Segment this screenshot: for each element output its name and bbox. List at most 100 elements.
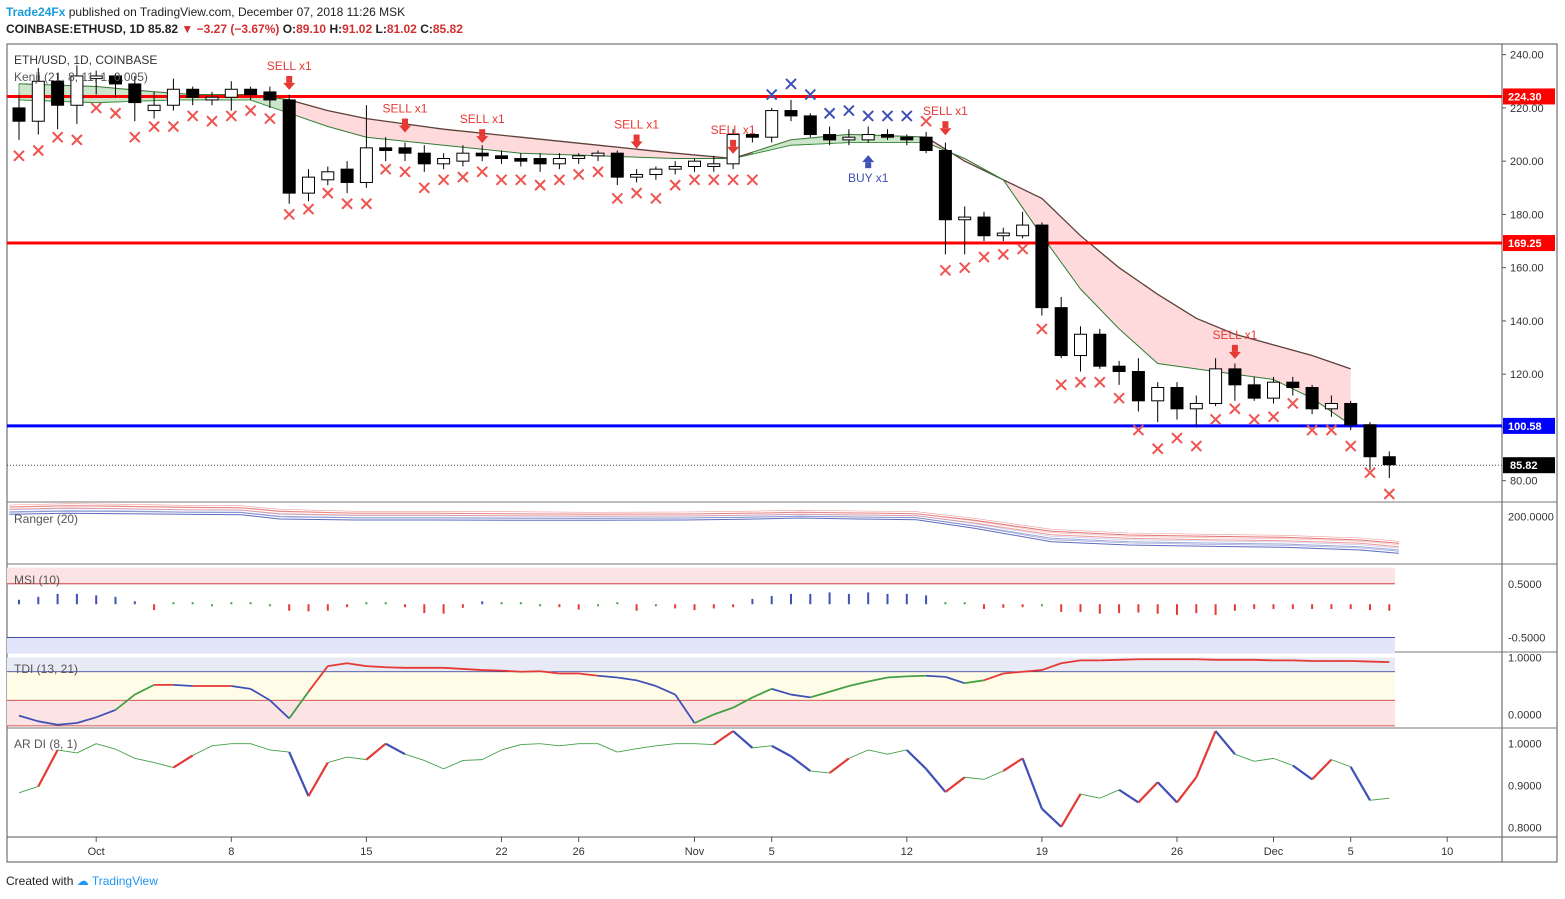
ardi-line — [1021, 757, 1043, 810]
candle[interactable] — [12, 94, 26, 140]
candle[interactable] — [89, 70, 103, 95]
candle[interactable] — [591, 150, 605, 162]
candle[interactable] — [1228, 363, 1242, 401]
ardi-line — [1273, 757, 1293, 766]
candle[interactable] — [1305, 384, 1319, 415]
ardi-line — [828, 757, 850, 774]
candle[interactable] — [610, 150, 624, 186]
candle-body — [765, 110, 779, 138]
candle[interactable] — [919, 131, 933, 154]
candle[interactable] — [1209, 358, 1223, 407]
ardi-line — [501, 744, 521, 751]
candle[interactable] — [417, 145, 431, 172]
candle[interactable] — [224, 81, 238, 111]
candle[interactable] — [205, 91, 219, 106]
candle[interactable] — [359, 105, 373, 188]
candle[interactable] — [1093, 328, 1107, 369]
price-tick-label: 120.00 — [1510, 369, 1544, 381]
candle-body — [842, 136, 856, 141]
symbol-name[interactable]: COINBASE:ETHUSD, 1D — [6, 22, 145, 36]
low-label: L: — [375, 22, 387, 36]
candle[interactable] — [1344, 400, 1358, 431]
candle[interactable] — [70, 65, 84, 124]
stop-marker-red — [1113, 392, 1125, 404]
candle[interactable] — [881, 129, 894, 140]
candle[interactable] — [186, 86, 200, 106]
candle[interactable] — [31, 67, 45, 135]
candle[interactable] — [495, 150, 508, 164]
ardi-line — [694, 743, 714, 745]
candle[interactable] — [109, 73, 122, 98]
candle-body — [881, 134, 894, 138]
candle[interactable] — [147, 91, 161, 119]
candle[interactable] — [1131, 358, 1145, 412]
candle[interactable] — [630, 169, 644, 183]
candle[interactable] — [398, 142, 412, 162]
candle[interactable] — [1267, 376, 1280, 404]
candle[interactable] — [688, 158, 701, 172]
candle[interactable] — [379, 137, 393, 162]
candle[interactable] — [1363, 422, 1377, 471]
stop-marker-blue — [843, 104, 855, 117]
candle[interactable] — [1054, 296, 1068, 359]
tdi-line — [868, 676, 888, 683]
candle[interactable] — [996, 227, 1010, 242]
candle[interactable] — [707, 155, 721, 172]
stop-marker-red — [939, 264, 952, 277]
candle[interactable] — [51, 73, 65, 130]
price-change: −3.27 (−3.67%) — [196, 22, 280, 36]
candle[interactable] — [263, 86, 277, 108]
time-tick-label: 22 — [495, 846, 507, 858]
stop-marker-red-stroke — [727, 174, 739, 186]
candle[interactable] — [668, 161, 682, 175]
candle[interactable] — [533, 153, 547, 172]
candle[interactable] — [900, 134, 914, 146]
stop-marker-blue-stroke — [823, 107, 836, 119]
candle[interactable] — [166, 78, 180, 111]
candle[interactable] — [765, 107, 779, 143]
candle[interactable] — [1151, 382, 1165, 423]
candle[interactable] — [282, 94, 296, 204]
candle[interactable] — [456, 145, 470, 167]
candle[interactable] — [823, 126, 837, 146]
candle[interactable] — [1189, 395, 1203, 428]
stop-marker-red — [1306, 424, 1318, 436]
candle[interactable] — [552, 153, 566, 170]
candle[interactable] — [514, 153, 528, 167]
candle[interactable] — [572, 153, 586, 164]
publisher-name[interactable]: Trade24Fx — [6, 5, 66, 19]
candle[interactable] — [1382, 451, 1396, 479]
candle[interactable] — [437, 153, 451, 170]
tradingview-brand[interactable]: TradingView — [91, 874, 158, 888]
candle[interactable] — [1112, 360, 1126, 385]
candle[interactable] — [977, 211, 991, 242]
candle[interactable] — [745, 129, 759, 143]
candle[interactable] — [128, 75, 142, 122]
candle[interactable] — [1035, 222, 1049, 316]
candle[interactable] — [321, 166, 335, 186]
candle[interactable] — [1324, 395, 1338, 417]
candle-body — [591, 152, 605, 157]
candle[interactable] — [938, 142, 952, 255]
candle[interactable] — [803, 113, 817, 138]
candle[interactable] — [649, 166, 663, 180]
candle[interactable] — [1247, 376, 1261, 401]
stop-marker-red-stroke — [1267, 411, 1280, 423]
candle[interactable] — [1286, 376, 1300, 396]
candle[interactable] — [1074, 326, 1087, 372]
candle[interactable] — [1016, 211, 1030, 239]
candle[interactable] — [475, 145, 489, 162]
candle[interactable] — [861, 126, 875, 143]
stop-marker-red — [71, 134, 83, 146]
candle[interactable] — [244, 86, 258, 100]
stop-marker-red-stroke — [1094, 376, 1106, 388]
candle[interactable] — [842, 129, 856, 146]
candle[interactable] — [1170, 382, 1184, 420]
candle[interactable] — [302, 169, 315, 202]
candle-body — [205, 96, 219, 101]
candle[interactable] — [958, 206, 972, 255]
candle[interactable] — [784, 99, 798, 122]
candle[interactable] — [340, 161, 354, 194]
candle-body — [784, 110, 798, 117]
